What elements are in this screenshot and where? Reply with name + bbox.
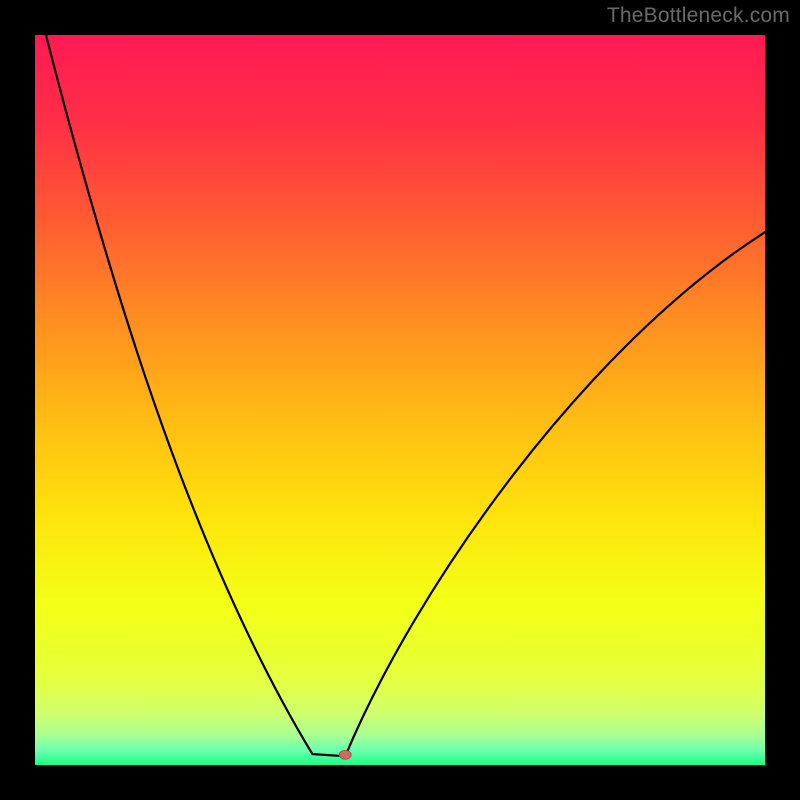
chart-stage: TheBottleneck.com	[0, 0, 800, 800]
optimum-marker	[339, 750, 351, 759]
plot-area	[35, 35, 765, 765]
bottleneck-chart	[0, 0, 800, 800]
watermark-text: TheBottleneck.com	[607, 4, 790, 28]
